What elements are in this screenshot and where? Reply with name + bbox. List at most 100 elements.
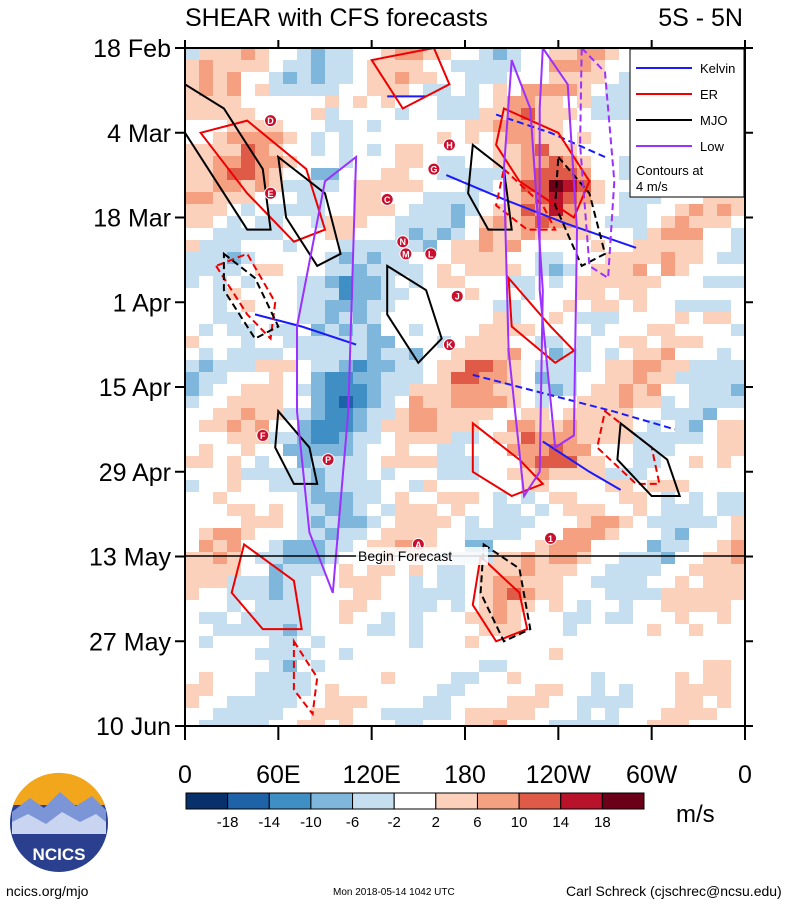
heatmap-cell <box>241 180 256 193</box>
heatmap-cell <box>297 492 312 505</box>
heatmap-cell <box>633 228 648 241</box>
heatmap-cell <box>507 708 522 721</box>
heatmap-cell <box>227 696 242 709</box>
heatmap-cell <box>633 564 648 577</box>
heatmap-cell <box>479 444 494 457</box>
heatmap-cell <box>451 108 466 121</box>
heatmap-cell <box>521 156 536 169</box>
heatmap-cell <box>283 408 298 421</box>
heatmap-cell <box>241 708 256 721</box>
heatmap-cell <box>731 648 745 661</box>
heatmap-cell <box>325 708 340 721</box>
heatmap-cell <box>423 48 438 61</box>
heatmap-cell <box>675 576 690 589</box>
heatmap-cell <box>577 264 592 277</box>
heatmap-cell <box>717 672 732 685</box>
heatmap-cell <box>689 240 704 253</box>
heatmap-cell <box>591 168 606 181</box>
heatmap-cell <box>269 720 284 726</box>
x-tick-label: 0 <box>738 761 752 789</box>
heatmap-cell <box>577 384 592 397</box>
heatmap-cell <box>199 348 214 361</box>
heatmap-cell <box>605 576 620 589</box>
heatmap-cell <box>675 660 690 673</box>
heatmap-cell <box>339 612 354 625</box>
heatmap-cell <box>619 660 634 673</box>
heatmap-cell <box>269 348 284 361</box>
storm-marker: D <box>264 114 278 128</box>
heatmap-cell <box>409 252 424 265</box>
heatmap-cell <box>605 432 620 445</box>
heatmap-cell <box>213 132 228 145</box>
heatmap-cell <box>409 372 424 385</box>
heatmap-cell <box>577 720 592 726</box>
heatmap-cell <box>647 264 662 277</box>
heatmap-cell <box>297 720 312 726</box>
heatmap-cell <box>255 96 270 109</box>
heatmap-cell <box>451 420 466 433</box>
heatmap-cell <box>591 576 606 589</box>
heatmap-cell <box>549 96 564 109</box>
heatmap-cell <box>297 420 312 433</box>
heatmap-cell <box>563 612 578 625</box>
heatmap-cell <box>381 564 396 577</box>
colorbar-swatch <box>601 792 645 810</box>
heatmap-cell <box>703 576 718 589</box>
heatmap-cell <box>689 660 704 673</box>
heatmap-cell <box>381 120 396 133</box>
heatmap-cell <box>227 348 242 361</box>
heatmap-cell <box>479 84 494 97</box>
heatmap-cell <box>325 408 340 421</box>
heatmap-cell <box>619 324 634 337</box>
heatmap-cell <box>283 516 298 529</box>
heatmap-cell <box>325 312 340 325</box>
heatmap-cell <box>339 132 354 145</box>
heatmap-cell <box>409 336 424 349</box>
heatmap-cell <box>409 108 424 121</box>
heatmap-cell <box>339 204 354 217</box>
heatmap-cell <box>423 672 438 685</box>
heatmap-cell <box>185 588 200 601</box>
heatmap-cell <box>297 72 312 85</box>
heatmap-cell <box>479 456 494 469</box>
heatmap-cell <box>647 636 662 649</box>
heatmap-cell <box>731 588 745 601</box>
heatmap-cell <box>605 84 620 97</box>
heatmap-cell <box>409 648 424 661</box>
heatmap-cell <box>339 672 354 685</box>
heatmap-cell <box>325 324 340 337</box>
heatmap-cell <box>605 204 620 217</box>
heatmap-cell <box>591 348 606 361</box>
heatmap-cell <box>199 396 214 409</box>
heatmap-cell <box>493 96 508 109</box>
heatmap-cell <box>661 612 676 625</box>
heatmap-cell <box>465 660 480 673</box>
heatmap-cell <box>213 720 228 726</box>
heatmap-cell <box>479 336 494 349</box>
heatmap-cell <box>479 48 494 61</box>
heatmap-cell <box>353 324 368 337</box>
heatmap-cell <box>339 708 354 721</box>
heatmap-cell <box>731 612 745 625</box>
heatmap-cell <box>283 456 298 469</box>
heatmap-cell <box>465 84 480 97</box>
heatmap-cell <box>339 252 354 265</box>
heatmap-cell <box>605 540 620 553</box>
heatmap-cell <box>437 588 452 601</box>
heatmap-cell <box>311 720 326 726</box>
heatmap-cell <box>507 216 522 229</box>
heatmap-cell <box>185 360 200 373</box>
heatmap-cell <box>409 528 424 541</box>
colorbar-label: -10 <box>300 814 322 831</box>
heatmap-cell <box>367 360 382 373</box>
heatmap-cell <box>227 264 242 277</box>
heatmap-cell <box>451 348 466 361</box>
heatmap-cell <box>591 660 606 673</box>
heatmap-cell <box>731 348 745 361</box>
heatmap-cell <box>703 324 718 337</box>
heatmap-cell <box>367 576 382 589</box>
heatmap-cell <box>381 636 396 649</box>
heatmap-cell <box>367 624 382 637</box>
heatmap-cell <box>227 600 242 613</box>
heatmap-cell <box>535 456 550 469</box>
